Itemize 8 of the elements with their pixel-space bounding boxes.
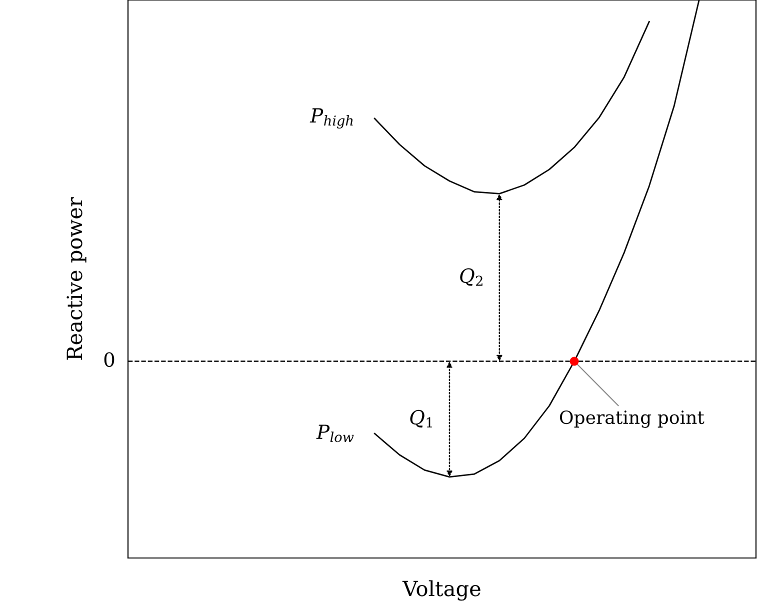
series-label: P$_{low}$ bbox=[316, 424, 354, 442]
annotation: Operating point bbox=[560, 410, 704, 428]
annotation: Q$_{1}$ bbox=[410, 410, 432, 428]
series-label: P$_{high}$ bbox=[310, 108, 353, 129]
x-axis-title: Voltage bbox=[402, 580, 480, 601]
annotation: Q$_{2}$ bbox=[460, 268, 482, 286]
y-axis-title: Reactive power bbox=[66, 197, 86, 360]
ref-line-label: 0 bbox=[104, 352, 114, 367]
